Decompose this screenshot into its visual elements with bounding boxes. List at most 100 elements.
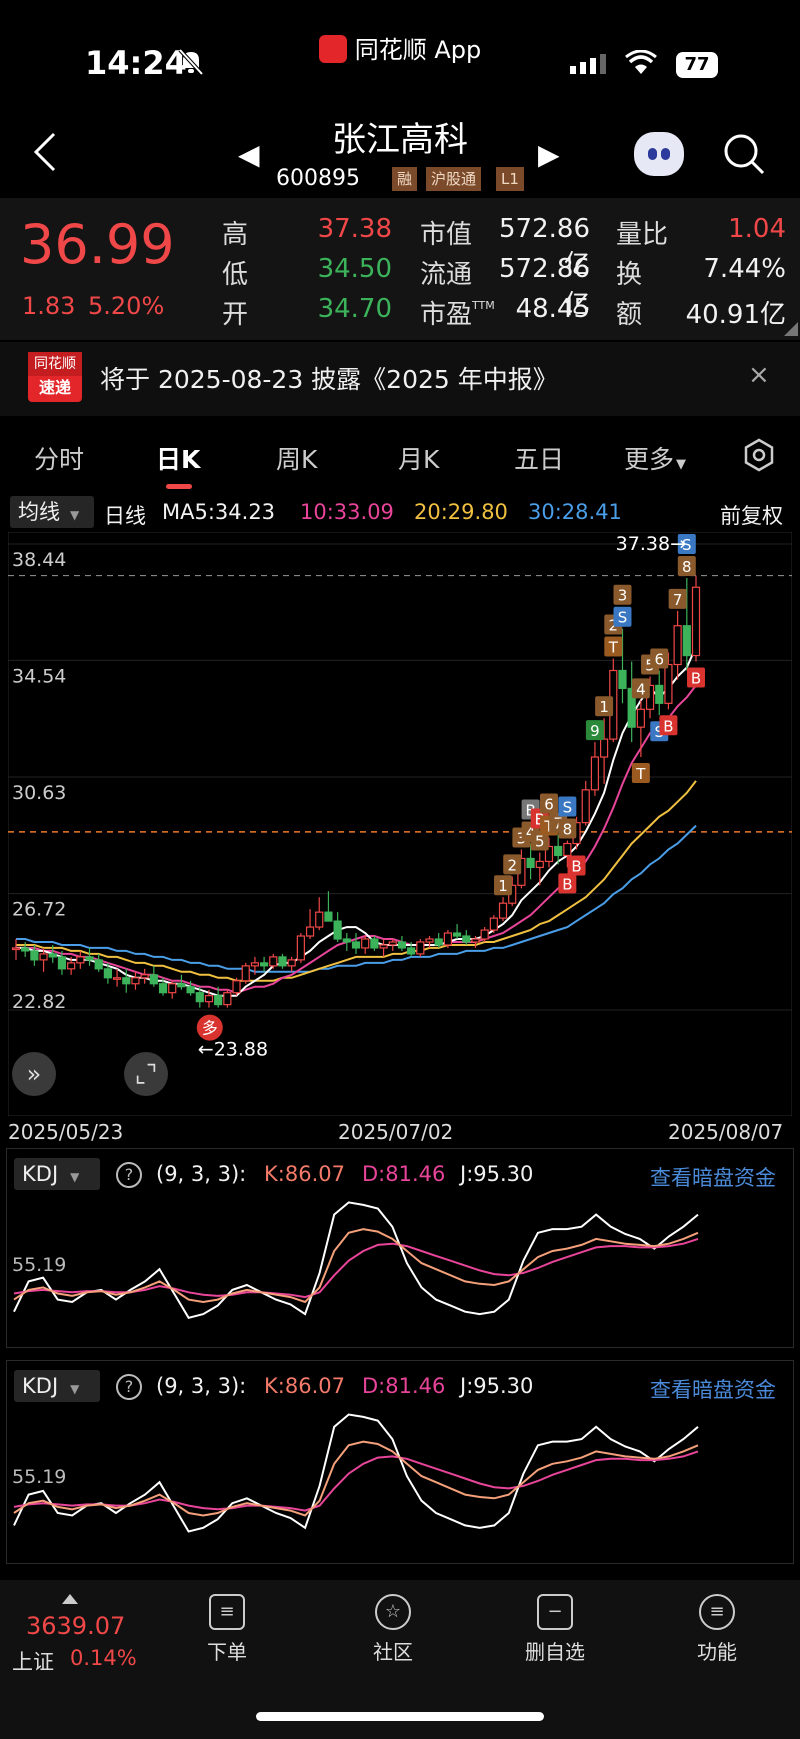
candle-body [103,968,112,979]
expand-corner-icon[interactable] [784,322,798,336]
signal-badge-label: 9 [590,722,600,740]
kdj-chart-1 [13,1201,699,1319]
notice-banner[interactable] [0,342,800,416]
index-change-percent[interactable]: 0.14% [70,1646,137,1670]
signal-badge-8: 8 [677,556,696,577]
kdj-indicator-select[interactable]: KDJ ▼ [14,1370,100,1402]
collapse-sidebar-button[interactable]: » [12,1052,56,1096]
candle [370,936,379,951]
indicator-select[interactable]: 均线 ▼ [10,496,94,528]
candle-body [443,932,452,946]
candle [600,718,609,784]
candle [498,897,508,922]
fullscreen-button[interactable]: ⌞⌝ [124,1052,168,1096]
candle [269,953,278,969]
amount-label: 额 [616,300,643,330]
remove-watchlist-button[interactable]: − 删自选 [500,1594,610,1665]
chart-frame [8,532,792,1116]
signal-badge-1: 1 [494,875,513,896]
candle [168,980,177,999]
index-value[interactable]: 3639.07 [26,1612,126,1640]
order-button[interactable]: ≡ 下单 [172,1594,282,1665]
signal-badge-S: S [677,534,696,555]
signal-badge-label: B [562,875,572,893]
turnover-label: 换 [616,260,643,290]
signal-badge-bg [604,636,623,657]
dark-pool-funds-link[interactable]: 查看暗盘资金 [650,1166,776,1190]
bell-off-icon [178,48,204,76]
market-cap-value: 572.86亿 [499,214,590,280]
low-badge-label: 多 [202,1019,218,1038]
help-icon[interactable]: ? [116,1374,142,1400]
low-label: 低 [222,260,249,290]
adjust-mode[interactable]: 前复权 [720,504,783,528]
signal-badge-B: B [659,715,678,736]
kdj-chart-2 [13,1413,699,1533]
assistant-robot-icon[interactable] [634,132,684,176]
tab-intraday[interactable]: 分时 [34,445,85,474]
dark-pool-funds-link[interactable]: 查看暗盘资金 [650,1378,776,1402]
candle-body [407,947,416,955]
candle [526,843,535,880]
next-stock-button[interactable]: ▶ [538,138,560,171]
signal-badge-9: 9 [585,720,604,741]
candle-body [112,977,122,980]
connect-tag: 沪股通 [426,167,482,191]
kdj-k-value: K:86.07 [264,1374,345,1398]
menu-icon: ≡ [699,1594,735,1630]
candle-body [131,977,140,985]
candle [260,956,269,972]
signal-badge-bg [650,648,669,669]
notice-close-button[interactable]: × [748,360,770,390]
signal-badge-bg [613,584,632,605]
kdj-panel-2[interactable] [6,1360,794,1564]
price-change: 1.83 [22,292,76,320]
tab-monthly-k[interactable]: 月K [398,445,440,474]
index-name[interactable]: 上证 [12,1650,54,1674]
previous-stock-button[interactable]: ◀ [238,138,260,171]
tab-five-day[interactable]: 五日 [514,445,565,474]
candle-body [177,983,186,988]
help-icon[interactable]: ? [116,1162,142,1188]
tab-daily-k[interactable]: 日K [156,445,201,474]
candle [407,941,416,957]
tab-weekly-k[interactable]: 周K [276,445,318,474]
back-button[interactable] [30,130,70,180]
candle-body [315,911,324,928]
candle [324,891,333,922]
tab-more[interactable]: 更多 ▼ [624,445,687,474]
candle-body [269,956,278,967]
signal-badge-label: 4 [636,680,646,698]
search-icon[interactable] [722,132,766,176]
kdj-k-line [13,1228,699,1304]
candle-body [471,938,480,943]
candle [361,936,370,954]
signal-badge-bg [668,588,687,609]
low-price-marker: ←23.88 [198,1039,268,1061]
candle-body [370,938,379,949]
chart-settings-icon[interactable] [742,438,776,472]
kdj-panel-1[interactable] [6,1148,794,1348]
candle [122,968,131,993]
signal-badge-3: 3 [613,584,632,605]
signal-badge-6: 6 [650,648,669,669]
kdj-params: (9, 3, 3): [156,1162,247,1186]
signal-badge-label: B [691,670,701,688]
notice-logo-top: 同花顺 [28,352,82,376]
community-button[interactable]: ☆ 社区 [338,1594,448,1665]
candle [241,962,250,984]
kdj-indicator-select[interactable]: KDJ ▼ [14,1158,100,1190]
candle [691,575,701,662]
signal-badge-label: 5 [645,656,655,674]
kdj-j-line [13,1201,699,1319]
notice-text[interactable]: 将于 2025-08-23 披露《2025 年中报》 [100,365,558,394]
app-logo-icon [318,35,347,63]
candle [342,933,351,951]
function-menu-button[interactable]: ≡ 功能 [662,1594,772,1665]
wifi-icon [624,49,658,80]
ma30-value: 30:28.41 [528,500,622,524]
candle [21,941,30,957]
candle [112,968,122,987]
signal-badge-label: 4 [526,824,536,842]
